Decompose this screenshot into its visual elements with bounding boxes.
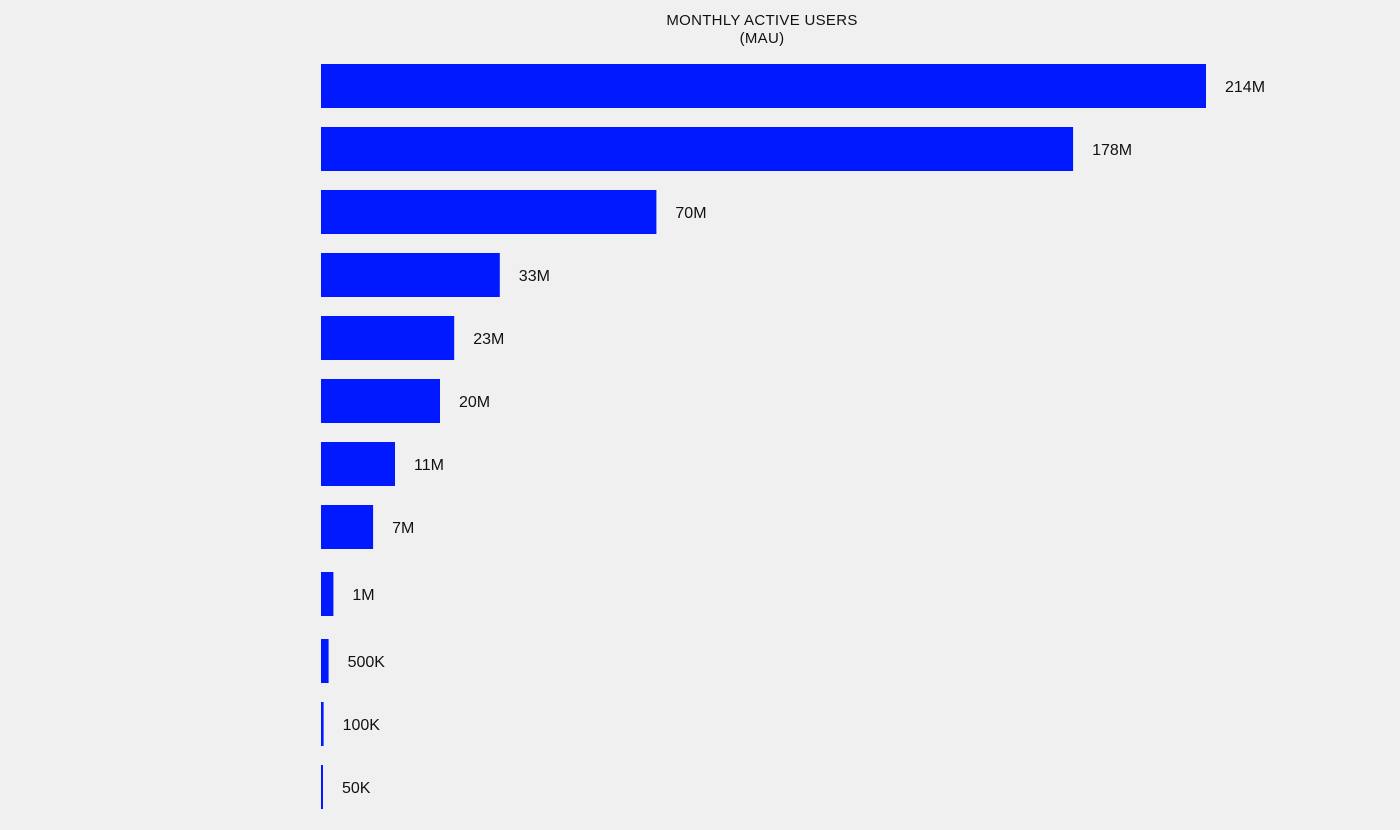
bar-value-label-10: 100K xyxy=(343,717,381,734)
bar-value-label-9: 500K xyxy=(348,654,386,671)
bar-6 xyxy=(321,442,395,486)
bar-5 xyxy=(321,379,440,423)
bar-7 xyxy=(321,505,374,549)
bar-11 xyxy=(321,765,323,809)
bar-8 xyxy=(321,572,334,616)
bar-0 xyxy=(321,64,1206,108)
bar-value-label-11: 50K xyxy=(342,780,371,797)
bar-value-label-8: 1M xyxy=(352,587,374,604)
bar-1 xyxy=(321,127,1074,171)
chart-title-block: MONTHLY ACTIVE USERS (MAU) xyxy=(560,12,964,48)
bar-9 xyxy=(321,639,329,683)
bar-3 xyxy=(321,253,500,297)
bar-value-label-6: 11M xyxy=(414,457,444,474)
chart-subtitle: (MAU) xyxy=(739,30,785,47)
bar-value-label-2: 70M xyxy=(675,205,706,222)
bar-value-label-1: 178M xyxy=(1092,142,1132,159)
bar-10 xyxy=(321,702,324,746)
bar-value-label-0: 214M xyxy=(1225,79,1265,96)
bar-4 xyxy=(321,316,455,360)
bar-value-label-5: 20M xyxy=(459,394,490,411)
bar-2 xyxy=(321,190,657,234)
bar-value-label-3: 33M xyxy=(519,268,550,285)
chart-title: MONTHLY ACTIVE USERS xyxy=(666,12,858,29)
bar-value-label-4: 23M xyxy=(473,331,504,348)
bar-value-label-7: 7M xyxy=(392,520,414,537)
